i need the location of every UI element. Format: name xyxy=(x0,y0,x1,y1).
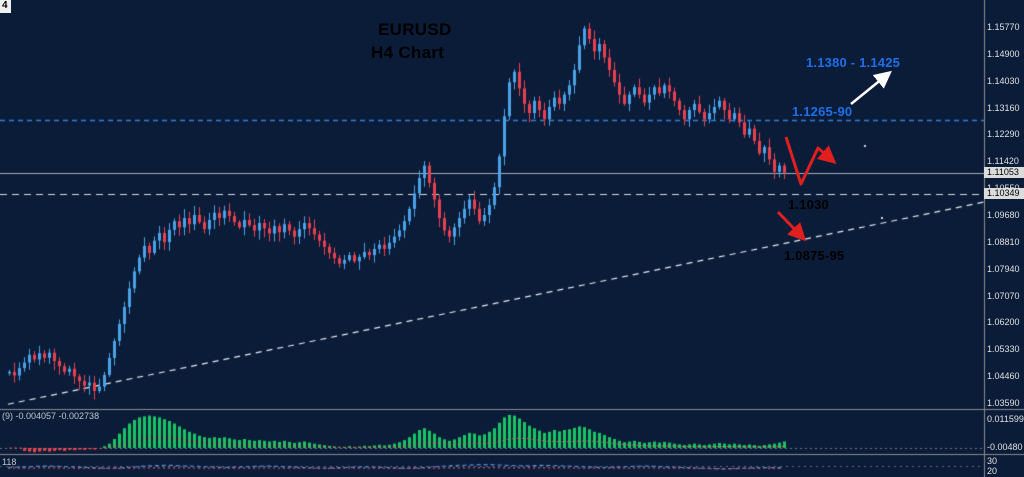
chart-symbol-title[interactable]: EURUSD xyxy=(378,20,452,39)
chart-timeframe-subtitle[interactable]: H4 Chart xyxy=(371,43,445,62)
annotation-resistance-zone[interactable]: 1.1265-90 xyxy=(792,104,853,119)
level-price-box: 1.10349 xyxy=(984,188,1024,200)
current-price-box: 1.11053 xyxy=(984,166,1024,178)
price-axis-tick: 1.03590 xyxy=(987,397,1020,408)
indicator-axis-label: 0.011599 xyxy=(987,414,1024,424)
price-axis-tick: 1.09680 xyxy=(987,209,1020,220)
price-axis-tick: 1.12290 xyxy=(987,129,1020,140)
price-axis-tick: 1.07940 xyxy=(987,263,1020,274)
indicator-axis-label: -0.00480 xyxy=(987,442,1023,452)
price-axis-tick: 1.14030 xyxy=(987,75,1020,86)
price-axis-tick: 1.08810 xyxy=(987,236,1020,247)
price-axis-tick: 1.07070 xyxy=(987,290,1020,301)
price-axis-tick: 1.10550 xyxy=(987,183,1020,193)
annotation-resistance-upper[interactable]: 1.1380 - 1.1425 xyxy=(806,55,901,70)
price-axis-tick: 1.15770 xyxy=(987,22,1020,32)
price-axis-tick: 1.04460 xyxy=(987,371,1020,382)
annotation-support-level[interactable]: 1.1030 xyxy=(788,197,829,212)
price-axis-tick: 1.13160 xyxy=(987,102,1020,113)
price-axis-tick: 1.14900 xyxy=(987,48,1020,59)
annotation-support-zone[interactable]: 1.0875-95 xyxy=(784,248,845,263)
indicator-axis-label: 20 xyxy=(987,466,998,476)
indicator1-values-label: (9) -0.004057 -0.002738 xyxy=(2,411,100,421)
price-axis-tick: 1.05330 xyxy=(987,344,1020,355)
price-axis-tick: 1.11420 xyxy=(987,156,1019,167)
indicator-axis-label: 30 xyxy=(987,456,998,466)
price-axis[interactable]: 1.15770 1.14900 1.14030 1.13160 1.12290 1.114… xyxy=(984,0,1024,477)
price-axis-tick: 1.06200 xyxy=(987,317,1020,328)
window-corner-label: 4 xyxy=(0,0,11,13)
indicator2-values-label: 118 xyxy=(2,457,17,467)
